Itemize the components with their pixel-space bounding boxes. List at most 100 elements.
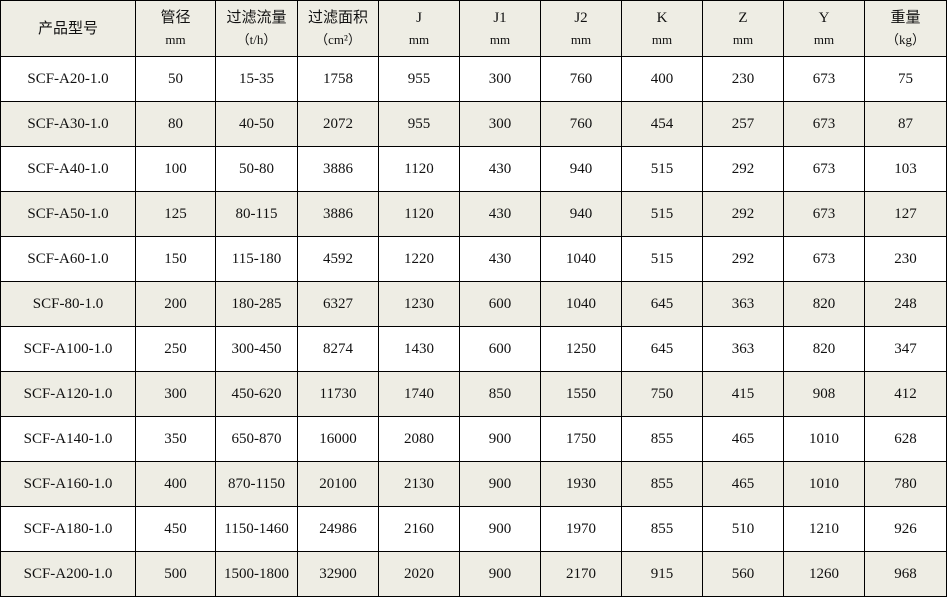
value-cell: 1930 (540, 461, 622, 507)
value-cell: 940 (540, 191, 622, 237)
table-row: SCF-A200-1.0 500 1500-1800 32900 2020 900 2170… (0, 551, 947, 597)
value-cell: 2080 (378, 416, 460, 462)
value-cell: 560 (702, 551, 784, 597)
header-text: 产品型号 (37, 20, 98, 37)
value-cell: 1040 (540, 281, 622, 327)
value-cell: 465 (702, 416, 784, 462)
value-cell: 180-285 (215, 281, 298, 327)
value-cell: 103 (864, 146, 947, 192)
model-cell: SCF-A200-1.0 (0, 551, 136, 597)
value-cell: 968 (864, 551, 947, 597)
value-cell: 4592 (297, 236, 379, 282)
value-cell: 515 (621, 236, 703, 282)
value-cell: 6327 (297, 281, 379, 327)
header-text: mm (489, 31, 511, 47)
value-cell: 100 (135, 146, 216, 192)
model-cell: SCF-A50-1.0 (0, 191, 136, 237)
header-text: （kg） (885, 31, 925, 47)
value-cell: 24986 (297, 506, 379, 552)
model-cell: SCF-80-1.0 (0, 281, 136, 327)
value-cell: 750 (621, 371, 703, 417)
value-cell: 257 (702, 101, 784, 147)
header-text: mm (813, 31, 835, 47)
header-text: 过滤流量 (226, 9, 287, 26)
value-cell: 80-115 (215, 191, 298, 237)
value-cell: 16000 (297, 416, 379, 462)
model-cell: SCF-A160-1.0 (0, 461, 136, 507)
model-cell: SCF-A120-1.0 (0, 371, 136, 417)
value-cell: 50 (135, 56, 216, 102)
value-cell: 430 (459, 236, 541, 282)
value-cell: 350 (135, 416, 216, 462)
table-row: SCF-A60-1.0 150 115-180 4592 1220 430 1040 515 2… (0, 236, 947, 282)
value-cell: 515 (621, 191, 703, 237)
value-cell: 115-180 (215, 236, 298, 282)
value-cell: 855 (621, 461, 703, 507)
value-cell: 230 (702, 56, 784, 102)
table-row: SCF-A160-1.0 400 870-1150 20100 2130 900 1930 8… (0, 461, 947, 507)
value-cell: 1230 (378, 281, 460, 327)
table-row: SCF-A100-1.0 250 300-450 8274 1430 600 1250 645… (0, 326, 947, 372)
value-cell: 230 (864, 236, 947, 282)
header-text: （cm²） (315, 31, 361, 47)
header-text: mm (732, 31, 754, 47)
value-cell: 780 (864, 461, 947, 507)
value-cell: 248 (864, 281, 947, 327)
value-cell: 510 (702, 506, 784, 552)
value-cell: 940 (540, 146, 622, 192)
value-cell: 1430 (378, 326, 460, 372)
value-cell: 1210 (783, 506, 865, 552)
value-cell: 3886 (297, 191, 379, 237)
header-text: mm (570, 31, 592, 47)
value-cell: 1010 (783, 416, 865, 462)
table-row: SCF-A30-1.0 80 40-50 2072 955 300 760 454 257 673… (0, 101, 947, 147)
value-cell: 673 (783, 236, 865, 282)
table-row: SCF-A140-1.0 350 650-870 16000 2080 900 1750 85… (0, 416, 947, 462)
model-cell: SCF-A30-1.0 (0, 101, 136, 147)
value-cell: 1120 (378, 191, 460, 237)
value-cell: 400 (135, 461, 216, 507)
value-cell: 673 (783, 56, 865, 102)
header-text: 过滤面积 (307, 9, 368, 26)
header-text: K (656, 9, 668, 26)
table-row: SCF-A120-1.0 300 450-620 11730 1740 850 1550 75… (0, 371, 947, 417)
value-cell: 300 (459, 56, 541, 102)
value-cell: 415 (702, 371, 784, 417)
value-cell: 1010 (783, 461, 865, 507)
value-cell: 20100 (297, 461, 379, 507)
value-cell: 900 (459, 551, 541, 597)
value-cell: 673 (783, 191, 865, 237)
value-cell: 515 (621, 146, 703, 192)
value-cell: 2160 (378, 506, 460, 552)
value-cell: 2072 (297, 101, 379, 147)
table-row: SCF-A180-1.0 450 1150-1460 24986 2160 900 1970… (0, 506, 947, 552)
model-cell: SCF-A60-1.0 (0, 236, 136, 282)
value-cell: 2020 (378, 551, 460, 597)
header-cell: J1 mm (459, 0, 541, 57)
value-cell: 150 (135, 236, 216, 282)
value-cell: 450 (135, 506, 216, 552)
value-cell: 855 (621, 506, 703, 552)
value-cell: 955 (378, 101, 460, 147)
value-cell: 915 (621, 551, 703, 597)
value-cell: 673 (783, 101, 865, 147)
value-cell: 292 (702, 146, 784, 192)
header-text: Y (818, 9, 830, 26)
table-row: SCF-80-1.0 200 180-285 6327 1230 600 1040 645 36… (0, 281, 947, 327)
model-cell: SCF-A20-1.0 (0, 56, 136, 102)
value-cell: 1220 (378, 236, 460, 282)
header-cell: 过滤面积 （cm²） (297, 0, 379, 57)
value-cell: 8274 (297, 326, 379, 372)
header-text: 管径 (160, 9, 191, 26)
value-cell: 1750 (540, 416, 622, 462)
value-cell: 87 (864, 101, 947, 147)
value-cell: 80 (135, 101, 216, 147)
value-cell: 760 (540, 56, 622, 102)
value-cell: 300-450 (215, 326, 298, 372)
header-text: J1 (493, 9, 507, 26)
model-cell: SCF-A100-1.0 (0, 326, 136, 372)
